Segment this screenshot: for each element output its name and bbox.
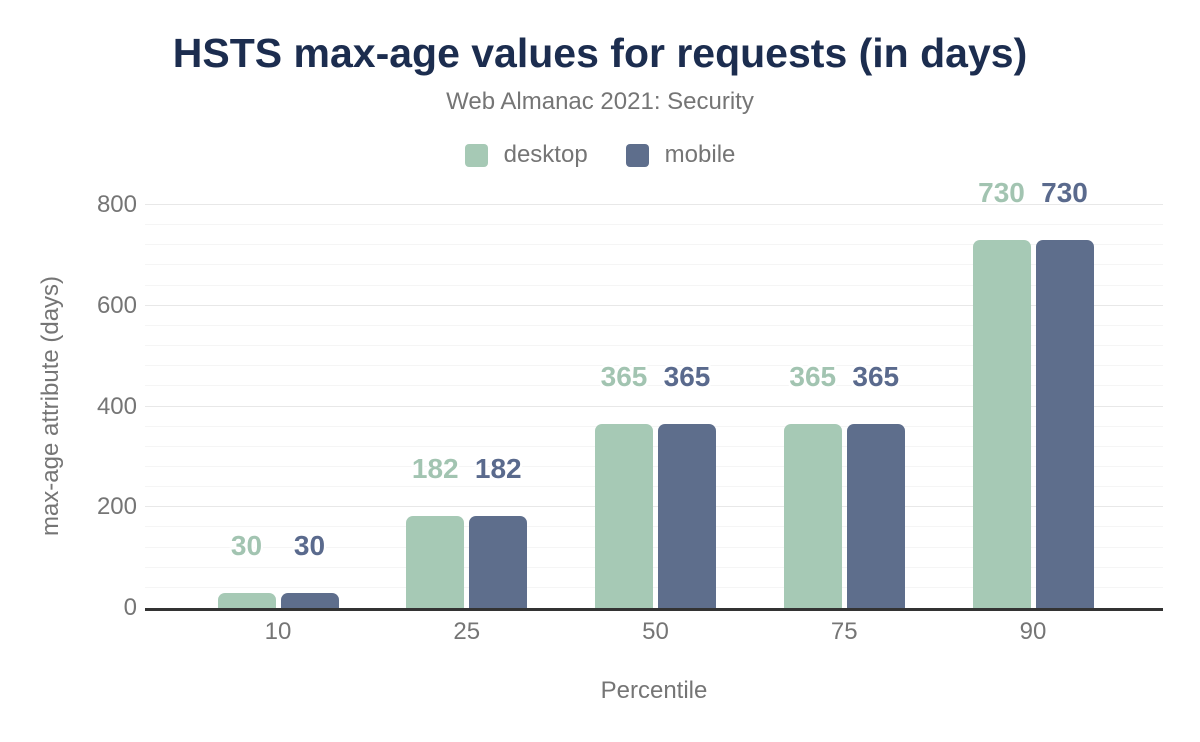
x-tick-label: 90	[1019, 618, 1047, 645]
x-tick-label: 75	[830, 618, 858, 645]
gridline-minor	[145, 586, 1163, 588]
bar-mobile	[1035, 240, 1094, 608]
bar-value-label-mobile: 182	[474, 453, 522, 484]
bar-value-label-desktop: 365	[789, 361, 837, 392]
bar-desktop	[406, 516, 465, 608]
bar-value-label-mobile: 30	[293, 530, 326, 561]
bar-mobile	[658, 424, 716, 608]
gridline-minor	[145, 264, 1163, 266]
bar-desktop	[972, 240, 1031, 608]
bar-value-label-desktop: 730	[978, 177, 1025, 208]
gridline-minor	[145, 486, 1163, 488]
legend-item-desktop: desktop	[464, 141, 588, 169]
bar-value-label-mobile: 730	[1041, 177, 1088, 208]
gridline-minor	[145, 345, 1163, 347]
bar-desktop	[217, 593, 276, 608]
bar-value-label-desktop: 182	[411, 453, 459, 484]
plot-area: 30 30 182 182 365 365 365 365 730 730	[145, 179, 1163, 611]
x-tick-label: 50	[642, 618, 669, 645]
x-tick-labels: 10 25 50 75 90	[145, 618, 1163, 648]
legend-item-mobile: mobile	[625, 141, 736, 169]
gridline-minor	[145, 546, 1163, 548]
x-axis-title: Percentile	[600, 677, 708, 704]
gridline-major	[145, 506, 1163, 508]
bar-value-label-desktop: 30	[230, 530, 263, 561]
y-tick-label: 0	[123, 594, 137, 621]
x-tick-label: 25	[453, 618, 481, 645]
legend-label-mobile: mobile	[664, 141, 736, 168]
legend-label-desktop: desktop	[503, 141, 588, 168]
y-tick-label: 800	[96, 191, 137, 218]
legend-swatch-mobile-icon	[625, 143, 649, 167]
legend-swatch-desktop-icon	[464, 143, 488, 167]
bar-mobile	[469, 516, 528, 608]
gridline-minor	[145, 385, 1163, 387]
gridline-minor	[145, 284, 1163, 286]
bar-desktop	[595, 424, 653, 608]
gridline-major	[145, 304, 1163, 306]
x-axis-line	[145, 608, 1163, 611]
bar-value-label-desktop: 365	[600, 361, 648, 392]
y-tick-label: 400	[96, 392, 137, 420]
gridline-minor	[145, 324, 1163, 326]
legend: desktop mobile	[0, 141, 1200, 169]
bar-mobile	[846, 424, 905, 608]
y-tick-label: 600	[96, 291, 137, 319]
gridline-minor	[145, 224, 1163, 226]
gridline-minor	[145, 425, 1163, 427]
bar-value-label-mobile: 365	[663, 361, 711, 392]
gridline-minor	[145, 244, 1163, 246]
chart-subtitle: Web Almanac 2021: Security	[446, 88, 754, 115]
bar-value-label-mobile: 365	[852, 361, 900, 392]
gridline-major	[145, 204, 1163, 205]
gridline-minor	[145, 445, 1163, 447]
bar-mobile	[280, 593, 339, 608]
y-tick-label: 200	[96, 493, 137, 521]
gridline-minor	[145, 566, 1163, 568]
gridline-minor	[145, 365, 1163, 367]
gridline-minor	[145, 526, 1163, 528]
x-tick-label: 10	[264, 618, 292, 645]
bar-desktop	[783, 424, 842, 608]
y-tick-labels: 0 200 400 600 800	[0, 191, 137, 621]
chart-title: HSTS max-age values for requests (in day…	[172, 30, 1028, 76]
gridline-minor	[145, 465, 1163, 467]
gridline-major	[145, 405, 1163, 407]
